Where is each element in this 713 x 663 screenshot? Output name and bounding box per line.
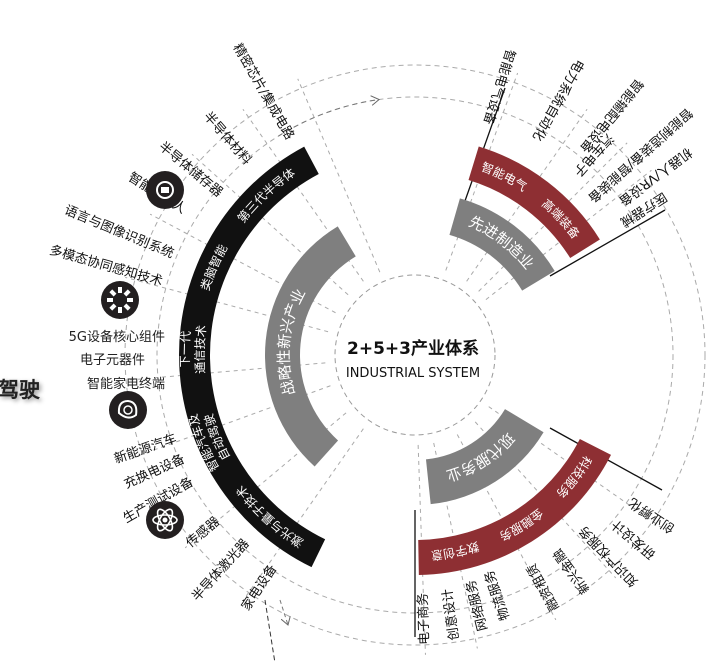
black-segment-label: 下一代 bbox=[178, 330, 193, 367]
gray-band-services bbox=[425, 409, 544, 505]
gray-band-manufacturing bbox=[449, 198, 555, 291]
atom-icon bbox=[146, 501, 184, 539]
industry-label: 融资租赁 bbox=[524, 560, 562, 613]
center-title: 2+5+3产业体系 bbox=[347, 338, 479, 359]
industry-label: 传感器 bbox=[183, 514, 223, 551]
car-icon bbox=[109, 391, 147, 429]
horizontal-label: 5G设备核心组件 bbox=[68, 330, 165, 345]
network-icon bbox=[101, 281, 139, 319]
dashed-guide bbox=[297, 78, 381, 273]
arrow-icon bbox=[278, 100, 379, 137]
sector-border bbox=[549, 209, 666, 277]
cut-off-label: 驾驶 bbox=[0, 378, 40, 402]
industry-label: 半导体材料 bbox=[200, 109, 254, 168]
red-band-services bbox=[418, 438, 612, 575]
chip-icon bbox=[146, 171, 184, 209]
dashed-axis bbox=[264, 599, 276, 663]
gray-band-strategic bbox=[265, 226, 356, 467]
center-subtitle: INDUSTRIAL SYSTEM bbox=[346, 366, 480, 381]
black-band-strategic bbox=[179, 146, 326, 568]
dashed-ring bbox=[124, 64, 706, 646]
industry-label: 精密芯片/集成电路 bbox=[230, 41, 298, 143]
industry-label: 半导体激光器 bbox=[189, 536, 252, 604]
dashed-guide bbox=[242, 428, 364, 602]
black-segment-label-text: 下一代 bbox=[178, 330, 193, 367]
industry-label: 家电设备 bbox=[238, 562, 280, 614]
horizontal-label: 电子元器件 bbox=[79, 353, 145, 368]
arrow-icon bbox=[279, 599, 288, 625]
industry-label: 创意设计 bbox=[439, 588, 462, 642]
red-band-manufacturing bbox=[468, 146, 600, 259]
industry-label: 电力系统自动化 bbox=[529, 56, 586, 143]
industry-label: 电子商务 bbox=[415, 593, 433, 646]
horizontal-label: 智能家电终端 bbox=[86, 377, 165, 392]
dashed-ring bbox=[334, 274, 496, 436]
